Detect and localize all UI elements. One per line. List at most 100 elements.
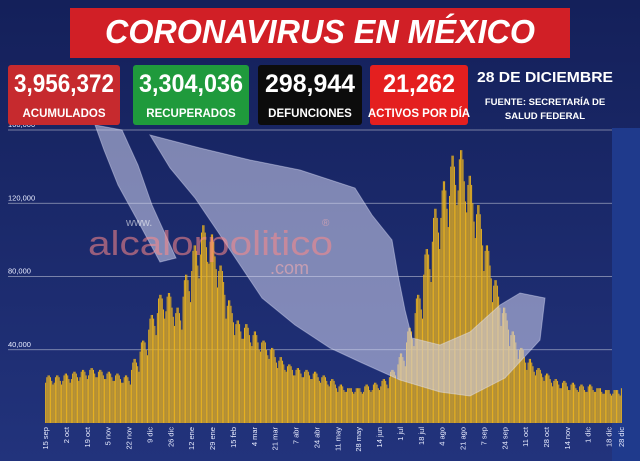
bar <box>99 369 101 423</box>
bar <box>463 181 465 423</box>
bar <box>90 368 92 423</box>
bar <box>471 184 473 423</box>
bar <box>231 313 233 423</box>
bar <box>458 159 460 424</box>
bar <box>304 371 306 423</box>
bar <box>285 371 287 423</box>
bar <box>575 388 577 423</box>
bar <box>242 338 244 423</box>
bar <box>118 375 120 423</box>
bar <box>172 316 174 423</box>
bar <box>256 335 258 423</box>
bar <box>203 225 205 423</box>
bar <box>77 377 79 423</box>
bar <box>464 201 466 423</box>
bar <box>310 379 312 423</box>
bar <box>370 391 372 423</box>
bar <box>301 377 303 423</box>
bar <box>165 311 167 423</box>
bar <box>348 388 350 423</box>
bar <box>226 305 228 423</box>
bar <box>237 320 239 423</box>
bar <box>149 318 151 423</box>
bar <box>258 349 260 423</box>
bar <box>353 393 355 423</box>
bar <box>512 331 514 423</box>
bar <box>246 324 248 423</box>
bar <box>396 379 398 423</box>
bar <box>225 318 227 423</box>
bar <box>619 395 621 423</box>
x-tick-label: 9 dic <box>145 427 154 443</box>
bar <box>288 364 290 423</box>
bar <box>194 245 196 423</box>
bar <box>392 369 394 423</box>
bar <box>326 380 328 423</box>
bar <box>511 331 513 423</box>
bar <box>347 388 349 423</box>
bar <box>105 379 107 423</box>
bar <box>327 384 329 423</box>
bar <box>352 391 354 423</box>
x-tick-label: 7 abr <box>292 427 301 445</box>
bar <box>325 377 327 423</box>
bar <box>298 368 300 423</box>
bar <box>221 271 223 423</box>
bar <box>213 241 215 423</box>
bar <box>331 379 333 423</box>
bar <box>548 375 550 423</box>
bar <box>169 292 171 423</box>
x-tick-label: 2 oct <box>62 426 71 443</box>
bar <box>390 371 392 423</box>
bar <box>262 340 264 423</box>
bar <box>251 346 253 423</box>
bar <box>618 393 620 423</box>
bar <box>306 369 308 423</box>
bar <box>510 335 512 423</box>
bar <box>570 384 572 423</box>
bar <box>280 357 282 423</box>
bar <box>209 241 211 423</box>
bar <box>595 391 597 423</box>
bar <box>620 388 622 423</box>
bar <box>175 313 177 423</box>
stat-value: 21,262 <box>383 70 455 98</box>
x-tick-label: 18 jul <box>417 427 426 445</box>
bar <box>600 388 602 423</box>
bar <box>107 371 109 423</box>
bar <box>126 375 128 423</box>
bar <box>183 280 185 423</box>
bar <box>230 305 232 423</box>
bar <box>543 380 545 423</box>
bar <box>57 375 59 423</box>
bar <box>167 292 169 423</box>
bar <box>131 369 133 423</box>
bar <box>121 382 123 423</box>
bar <box>566 386 568 423</box>
bar <box>47 375 49 423</box>
bar <box>539 369 541 423</box>
bar <box>164 318 166 423</box>
x-tick-label: 14 jun <box>375 427 384 447</box>
bar <box>147 355 149 423</box>
bar <box>332 379 334 423</box>
bar <box>309 375 311 423</box>
bar <box>526 369 528 423</box>
bar <box>520 347 522 423</box>
bar <box>286 366 288 423</box>
bar <box>257 342 259 423</box>
bar <box>521 347 523 423</box>
bar <box>189 302 191 423</box>
bar <box>160 294 162 423</box>
bar <box>207 261 209 423</box>
bar <box>59 380 61 423</box>
x-tick-label: 26 dic <box>166 427 175 447</box>
bar <box>307 371 309 423</box>
bar <box>171 307 173 423</box>
bar <box>557 380 559 423</box>
x-tick-label: 4 mar <box>250 426 259 446</box>
bar <box>316 373 318 423</box>
bar <box>398 357 400 423</box>
watermark-name: alcalorpolitico <box>88 225 333 263</box>
